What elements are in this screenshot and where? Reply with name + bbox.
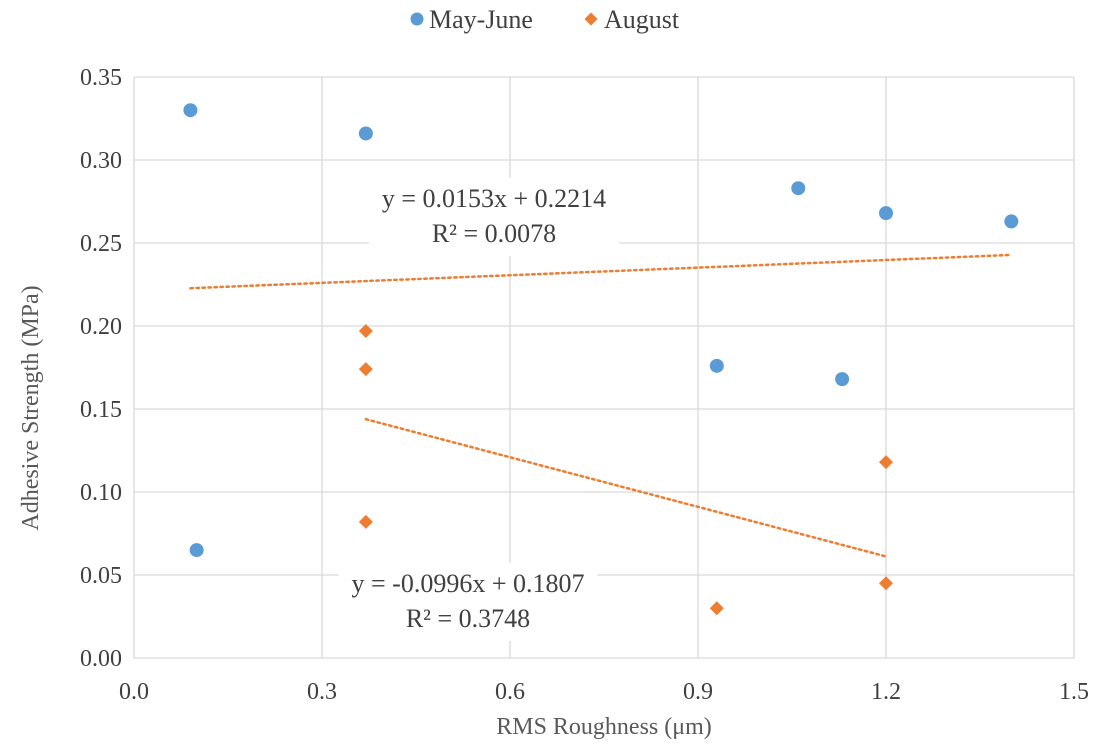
data-point-august [358, 362, 373, 377]
data-point-may-june [879, 206, 893, 221]
legend-item: August [584, 5, 680, 34]
data-point-may-june [709, 358, 724, 373]
y-tick-label: 0.15 [80, 397, 122, 423]
trendline-label: y = 0.0153x + 0.2214 R² = 0.0078 [368, 178, 620, 256]
data-point-may-june [835, 372, 850, 387]
data-point-may-june [358, 126, 373, 141]
trendline-label-background [338, 563, 598, 641]
grid-lines [133, 76, 1075, 659]
data-point-august [879, 576, 893, 591]
trendline-equation: y = 0.0153x + 0.2214 [382, 184, 606, 213]
x-tick-label: 1.5 [1059, 679, 1089, 705]
legend-label: August [604, 5, 680, 34]
y-tick-label: 0.10 [80, 480, 122, 506]
x-tick-label: 0.0 [119, 679, 149, 705]
trendline-equations: y = 0.0153x + 0.2214 R² = 0.0078 y = -0.09… [338, 178, 620, 641]
x-axis-title: RMS Roughness (μm) [496, 714, 712, 740]
trendline [189, 253, 1013, 290]
legend-item: May-June [410, 5, 533, 34]
x-tick-label: 0.6 [495, 679, 525, 705]
trendline [364, 417, 888, 558]
data-points [183, 103, 1019, 616]
y-tick-label: 0.00 [80, 646, 122, 672]
data-point-august [709, 601, 724, 616]
x-tick-label: 0.9 [683, 679, 713, 705]
y-tick-label: 0.35 [80, 65, 122, 91]
trendlines [189, 253, 1013, 558]
data-point-may-june [189, 543, 204, 558]
legend-marker-circle [410, 12, 424, 26]
legend-label: May-June [429, 5, 533, 34]
x-tick-label: 1.2 [871, 679, 901, 705]
legend-marker-diamond [584, 12, 598, 26]
y-tick-label: 0.20 [80, 314, 122, 340]
x-tick-label: 0.3 [307, 679, 337, 705]
trendline-r-squared: R² = 0.0078 [432, 219, 556, 248]
data-point-august [358, 514, 373, 529]
legend: May-June August [410, 5, 680, 34]
tick-labels: 0.00 0.05 0.10 0.15 0.20 0.25 0.30 0.35 0.0 0.3 0.… [80, 65, 1089, 705]
y-tick-label: 0.30 [80, 148, 122, 174]
data-point-august [358, 323, 373, 338]
trendline-label: y = -0.0996x + 0.1807 R² = 0.3748 [338, 563, 598, 641]
data-point-may-june [183, 103, 198, 118]
data-point-august [879, 455, 893, 470]
y-axis-title: Adhesive Strength (MPa) [18, 285, 44, 530]
y-tick-label: 0.25 [80, 231, 122, 257]
data-point-may-june [791, 181, 806, 196]
trendline-equation: y = -0.0996x + 0.1807 [352, 569, 585, 598]
data-point-may-june [1004, 214, 1019, 229]
trendline-label-background [368, 178, 620, 256]
trendline-r-squared: R² = 0.3748 [406, 604, 530, 633]
y-tick-label: 0.05 [80, 563, 122, 589]
